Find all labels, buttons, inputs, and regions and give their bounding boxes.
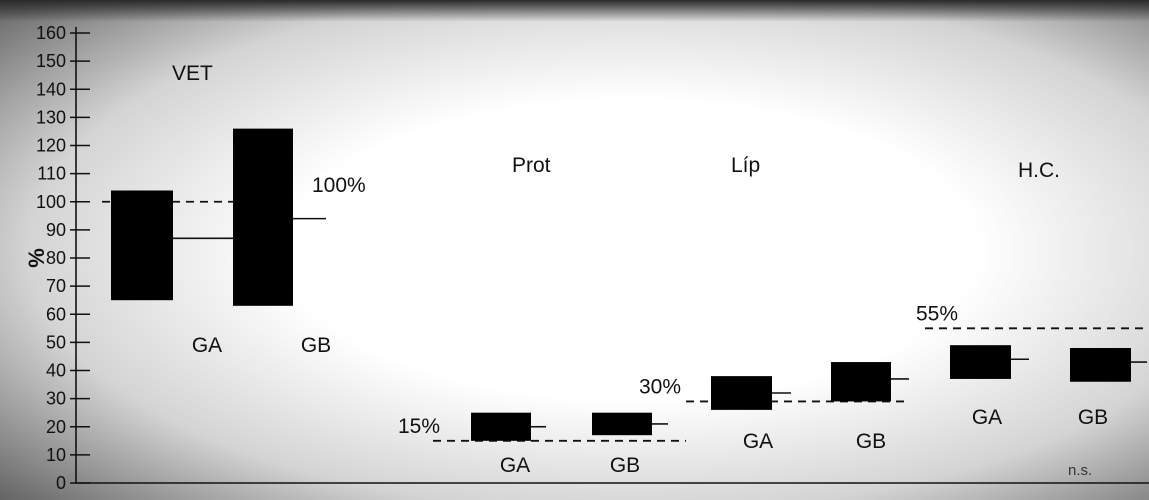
y-tick-label: 20: [46, 417, 66, 437]
reference-label-3: 30%: [639, 375, 681, 398]
y-tick-label: 120: [36, 136, 66, 156]
y-axis-label: %: [24, 248, 49, 268]
y-tick-label: 10: [46, 445, 66, 465]
bar-H.C.-GA: [950, 345, 1011, 379]
y-tick-label: 30: [46, 389, 66, 409]
bar-Prot-GA: [471, 412, 531, 441]
bar-label-Líp-GB: GB: [856, 430, 886, 453]
bar-label-VET-GA: GA: [192, 334, 222, 357]
y-tick-label: 60: [46, 304, 66, 324]
group-label-4: H.C.: [1018, 159, 1060, 182]
top-edge-shade: [0, 0, 1149, 22]
group-label-2: Prot: [512, 154, 551, 177]
bar-label-Prot-GA: GA: [500, 454, 530, 477]
bar-Líp-GA: [711, 376, 772, 410]
y-tick-label: 160: [36, 23, 66, 43]
bar-label-Prot-GB: GB: [610, 454, 640, 477]
reference-label-4: 55%: [916, 302, 958, 325]
bar-VET-GA: [111, 190, 173, 301]
ns-annotation: n.s.: [1068, 462, 1092, 479]
y-tick-label: 110: [37, 164, 66, 184]
bar-Prot-GB: [592, 412, 652, 436]
group-label-1: VET: [172, 62, 213, 85]
y-axis: 0 10 20 30 40 50 60 70 80 90 100 110 120 130 140 150 160: [36, 23, 1149, 493]
y-tick-label: 100: [36, 192, 66, 212]
group-label-3: Líp: [731, 154, 760, 177]
y-tick-label: 50: [46, 332, 66, 352]
y-tick-label: 130: [36, 107, 66, 127]
bar-label-VET-GB: GB: [301, 334, 331, 357]
y-tick-label: 140: [36, 79, 66, 99]
y-tick-label: 80: [46, 248, 66, 268]
y-tick-label: 150: [36, 51, 66, 71]
bar-H.C.-GB: [1070, 348, 1131, 382]
labels-layer: VET 100% GA GB Prot 15% GA GB Líp 30% GA GB H.C. 55% G…: [172, 62, 1108, 477]
y-tick-label: 40: [46, 361, 66, 381]
bar-label-Líp-GA: GA: [743, 430, 773, 453]
y-tick-label: 70: [46, 276, 66, 296]
bar-Líp-GB: [831, 362, 891, 402]
bar-label-H.C.-GA: GA: [972, 406, 1002, 429]
y-tick-label: 90: [46, 220, 66, 240]
bar-VET-GB: [233, 128, 293, 306]
reference-label-2: 15%: [398, 415, 440, 438]
bars-layer: [111, 128, 1147, 441]
reference-label-1: 100%: [312, 174, 366, 197]
y-tick-label: 0: [56, 473, 66, 493]
bar-label-H.C.-GB: GB: [1078, 406, 1108, 429]
